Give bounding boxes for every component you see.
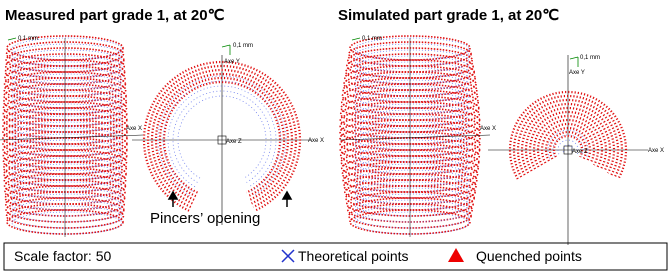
axis-label: Axe X	[480, 126, 496, 132]
axis-label: Axe Z	[572, 149, 588, 155]
scale-label: 0,1 mm	[233, 43, 253, 49]
scale-bar	[8, 38, 16, 40]
legend-text: Scale factor: 50	[14, 248, 111, 264]
axis-label: Axe Y	[569, 70, 585, 76]
axis-label: Axe X	[126, 126, 142, 132]
axis-label: Axe Y	[224, 59, 240, 65]
scale-bar	[570, 57, 578, 67]
scale-bar	[222, 45, 230, 55]
scale-label: 0,1 mm	[580, 55, 600, 61]
legend-text: Quenched points	[476, 248, 582, 264]
ring-theoretical	[355, 200, 469, 222]
axis-label: Axe Z	[226, 139, 242, 145]
legend-marker	[282, 250, 294, 262]
title: Simulated part grade 1, at 20℃	[338, 7, 559, 24]
figure: Measured part grade 1, at 20℃ Simulated …	[0, 0, 672, 275]
scale-bar	[352, 38, 360, 40]
legend-marker	[448, 248, 464, 262]
title: Measured part grade 1, at 20℃	[5, 7, 225, 24]
ring-theoretical	[355, 104, 469, 126]
legend-text: Theoretical points	[298, 248, 409, 264]
annotation: Pincers’ opening	[150, 210, 260, 227]
scale-label: 0,1 mm	[362, 36, 382, 42]
arrow	[283, 192, 291, 207]
axis-label: Axe X	[308, 138, 324, 144]
scale-label: 0,1 mm	[18, 36, 38, 42]
axis-label: Axe X	[648, 148, 664, 154]
arrow	[169, 192, 177, 207]
